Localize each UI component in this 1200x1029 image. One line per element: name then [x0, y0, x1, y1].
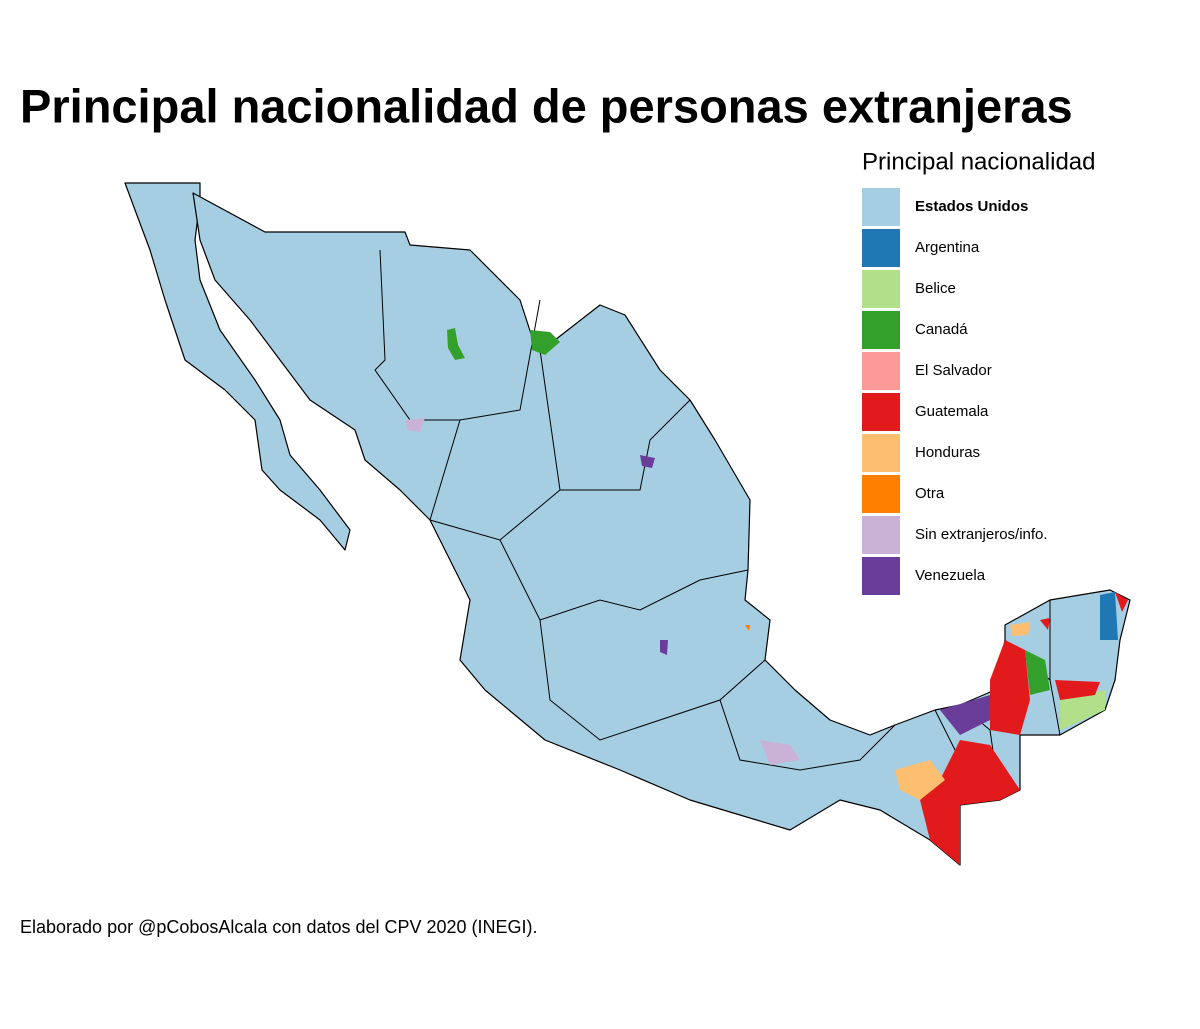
legend-swatch — [862, 311, 900, 349]
legend-swatch — [862, 475, 900, 513]
legend-label: Canadá — [915, 321, 968, 338]
legend-swatch — [862, 270, 900, 308]
legend-label: Estados Unidos — [915, 198, 1028, 215]
caption: Elaborado por @pCobosAlcala con datos de… — [20, 917, 538, 937]
legend-label: Venezuela — [915, 567, 986, 584]
legend-swatch — [862, 516, 900, 554]
mainland — [192, 192, 1131, 866]
title: Principal nacionalidad de personas extra… — [20, 79, 1073, 132]
legend-swatch — [862, 434, 900, 472]
legend-label: Belice — [915, 280, 956, 297]
map — [124, 182, 1131, 866]
legend-label: Honduras — [915, 444, 980, 461]
legend-swatch — [862, 229, 900, 267]
legend-swatch — [862, 393, 900, 431]
legend-label: Guatemala — [915, 403, 989, 420]
legend-swatch — [862, 557, 900, 595]
legend-label: Argentina — [915, 239, 980, 256]
baja-california — [124, 182, 351, 551]
legend: Estados Unidos Argentina Belice Canadá El Sa… — [862, 188, 1048, 595]
legend-label: Sin extranjeros/info. — [915, 526, 1048, 543]
legend-swatch — [862, 352, 900, 390]
legend-swatch — [862, 188, 900, 226]
legend-title: Principal nacionalidad — [862, 148, 1095, 175]
municipality-patches — [405, 328, 1128, 865]
legend-label: Otra — [915, 485, 945, 502]
legend-label: El Salvador — [915, 362, 992, 379]
